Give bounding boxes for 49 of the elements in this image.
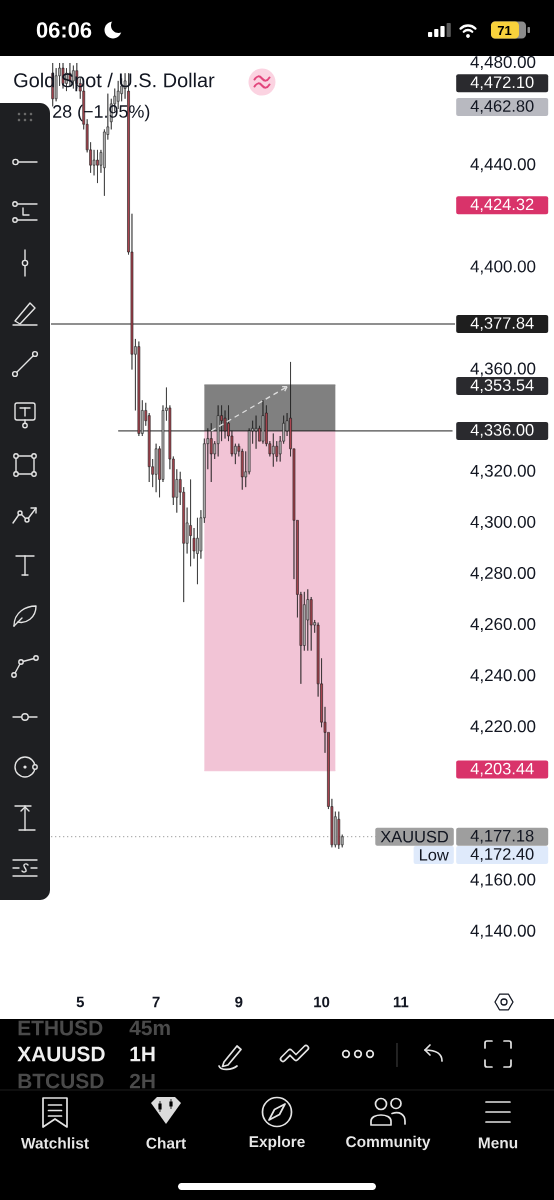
y-tick-label: 4,240.00 [470,669,536,684]
text: ETHUSD [18,1020,103,1036]
text: 71 [497,26,512,35]
ref-line-label: 4,377.84 [470,317,534,331]
text: 45m [129,1020,170,1036]
x-tick-label: 11 [393,996,409,1008]
candlestick [254,415,258,450]
y-tick-label: 4,300.00 [470,515,536,530]
annotation: XAUUSD [380,830,448,843]
x-tick-label: 9 [235,996,243,1008]
y-tick-label: 4,140.00 [470,924,536,939]
text: Watchlist [20,1137,89,1149]
candlestick [240,448,244,490]
text: 4,424.32 [470,198,534,213]
candlestick [261,399,265,444]
candlestick [96,149,99,184]
y-tick-label: 4,440.00 [470,158,536,173]
text: Explore [249,1135,305,1151]
text: 4,203.44 [470,762,534,777]
x-tick-label: 10 [314,996,330,1008]
text: BTCUSD [18,1073,104,1089]
text: Chart [146,1137,186,1149]
text: Community [346,1135,431,1151]
y-tick-label: 4,260.00 [470,618,536,633]
ref-line-label: 4,177.18 [470,829,534,844]
text: 4,462.80 [470,100,534,114]
x-tick-label: 5 [76,996,84,1008]
y-tick-label: 4,160.00 [470,873,536,888]
text: Menu [478,1137,518,1149]
y-tick-label: 4,360.00 [470,362,536,377]
text: 1H [130,1046,155,1062]
y-tick-label: 4,320.00 [470,464,536,479]
y-tick-label: 4,220.00 [470,720,536,735]
x-tick-label: 7 [152,996,160,1008]
text: XAUUSD [17,1046,105,1062]
candlestick [154,443,158,493]
text: 06:06 [36,22,92,38]
text: 4,353.54 [470,379,534,393]
annotation: Low [419,849,449,861]
y-tick-label: 4,480.00 [470,55,536,70]
candlestick [306,589,310,651]
text: 4,336.00 [470,424,534,438]
text: 4,172.40 [470,848,534,862]
y-tick-label: 4,280.00 [470,566,536,581]
candlestick [189,479,192,567]
candlestick [337,811,341,850]
text: 4,472.10 [470,76,534,90]
y-tick-label: 4,400.00 [470,260,536,275]
text: 2H [129,1073,155,1089]
